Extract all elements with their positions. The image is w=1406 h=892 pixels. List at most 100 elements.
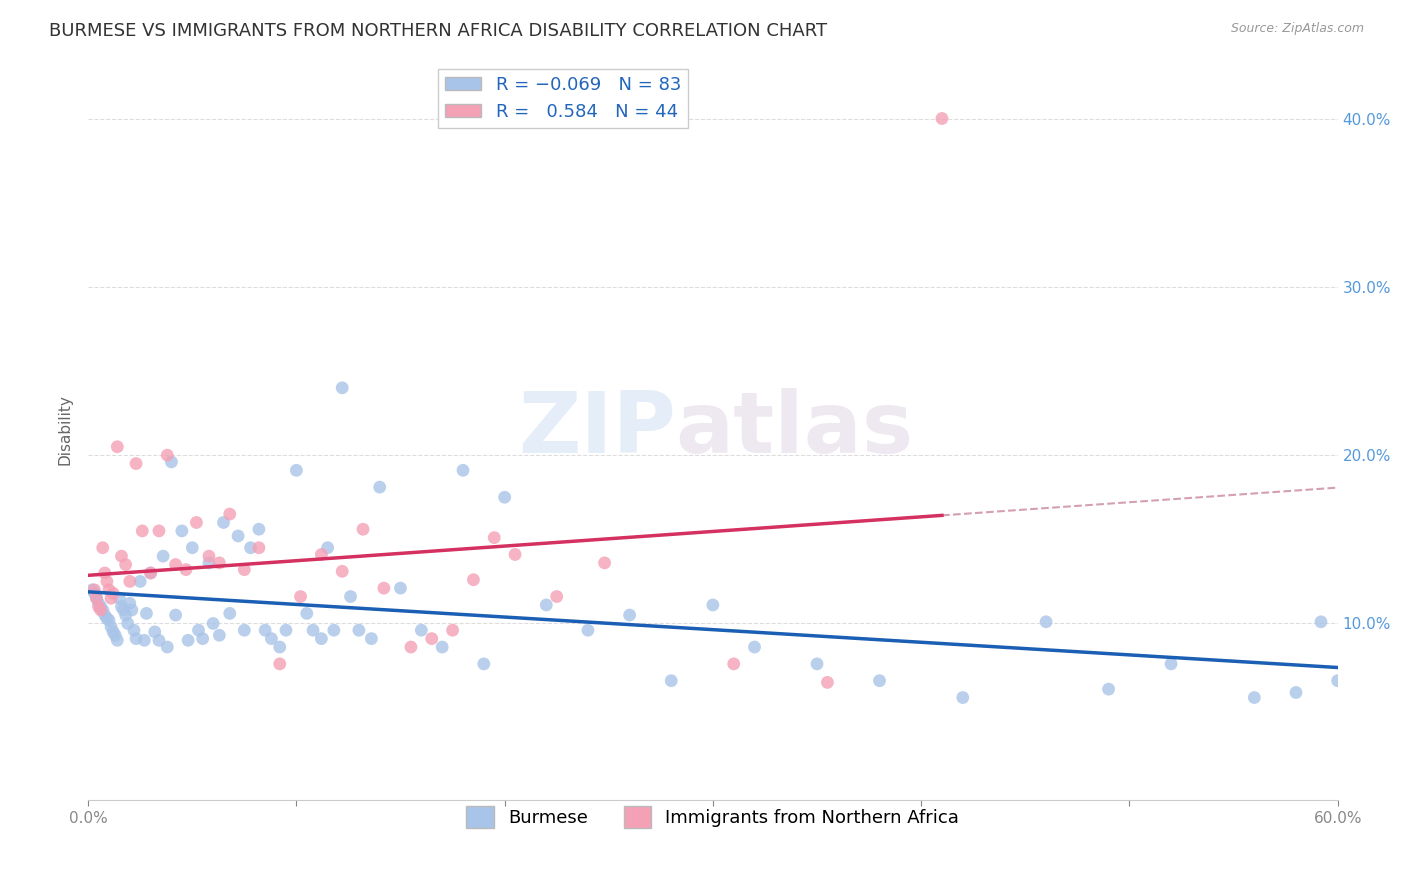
Point [322, 624, 344, 638]
Point [91, 603, 114, 617]
Point [247, 541, 270, 555]
Point [118, 596, 141, 610]
Point [451, 463, 474, 477]
Point [1310, 615, 1333, 629]
Point [212, 516, 235, 530]
Point [1035, 615, 1057, 629]
Point [187, 624, 209, 638]
Point [135, 607, 157, 621]
Point [503, 548, 526, 562]
Point [94, 608, 117, 623]
Text: atlas: atlas [675, 388, 914, 471]
Point [254, 624, 277, 638]
Point [1243, 690, 1265, 705]
Point [202, 616, 225, 631]
Point [86, 591, 108, 606]
Point [311, 632, 333, 646]
Point [302, 624, 325, 638]
Point [1160, 657, 1182, 671]
Point [218, 607, 240, 621]
Point [817, 675, 839, 690]
Point [723, 657, 745, 671]
Point [295, 607, 318, 621]
Point [347, 624, 370, 638]
Point [260, 632, 283, 646]
Point [114, 558, 136, 572]
Point [139, 566, 162, 580]
Point [152, 549, 174, 563]
Point [430, 640, 453, 654]
Point [101, 624, 124, 639]
Point [806, 657, 828, 671]
Point [160, 455, 183, 469]
Point [148, 633, 170, 648]
Point [91, 541, 114, 555]
Point [494, 490, 516, 504]
Point [177, 633, 200, 648]
Point [352, 522, 374, 536]
Point [411, 624, 433, 638]
Point [82, 582, 104, 597]
Point [139, 566, 162, 580]
Point [118, 574, 141, 589]
Point [247, 522, 270, 536]
Point [86, 591, 108, 606]
Point [170, 524, 193, 538]
Point [536, 598, 558, 612]
Point [1285, 685, 1308, 699]
Point [311, 548, 333, 562]
Point [399, 640, 422, 654]
Point [339, 590, 361, 604]
Point [100, 591, 122, 606]
Point [129, 574, 152, 589]
Point [373, 581, 395, 595]
Point [101, 586, 124, 600]
Point [233, 563, 256, 577]
Point [83, 582, 105, 597]
Point [420, 632, 443, 646]
Point [208, 556, 231, 570]
Point [208, 628, 231, 642]
Point [165, 558, 187, 572]
Point [931, 112, 953, 126]
Point [869, 673, 891, 688]
Point [198, 549, 221, 563]
Point [330, 381, 353, 395]
Point [226, 529, 249, 543]
Point [83, 586, 105, 600]
Point [96, 611, 118, 625]
Point [108, 591, 131, 606]
Point [368, 480, 391, 494]
Point [285, 463, 308, 477]
Point [1097, 682, 1119, 697]
Point [156, 640, 179, 654]
Point [90, 603, 112, 617]
Point [576, 624, 599, 638]
Point [952, 690, 974, 705]
Point [441, 624, 464, 638]
Point [181, 541, 204, 555]
Point [121, 603, 143, 617]
Point [174, 563, 197, 577]
Text: Source: ZipAtlas.com: Source: ZipAtlas.com [1230, 22, 1364, 36]
Point [105, 633, 128, 648]
Point [98, 582, 121, 597]
Point [122, 624, 145, 638]
Point [110, 599, 132, 614]
Point [105, 440, 128, 454]
Point [125, 457, 148, 471]
Point [134, 633, 156, 648]
Legend: Burmese, Immigrants from Northern Africa: Burmese, Immigrants from Northern Africa [460, 799, 966, 836]
Point [98, 613, 121, 627]
Point [104, 628, 127, 642]
Text: ZIP: ZIP [517, 388, 675, 471]
Y-axis label: Disability: Disability [58, 394, 72, 466]
Point [593, 556, 616, 570]
Point [131, 524, 153, 538]
Point [484, 531, 506, 545]
Point [659, 673, 682, 688]
Point [269, 640, 291, 654]
Point [165, 608, 187, 623]
Point [198, 556, 221, 570]
Point [546, 590, 568, 604]
